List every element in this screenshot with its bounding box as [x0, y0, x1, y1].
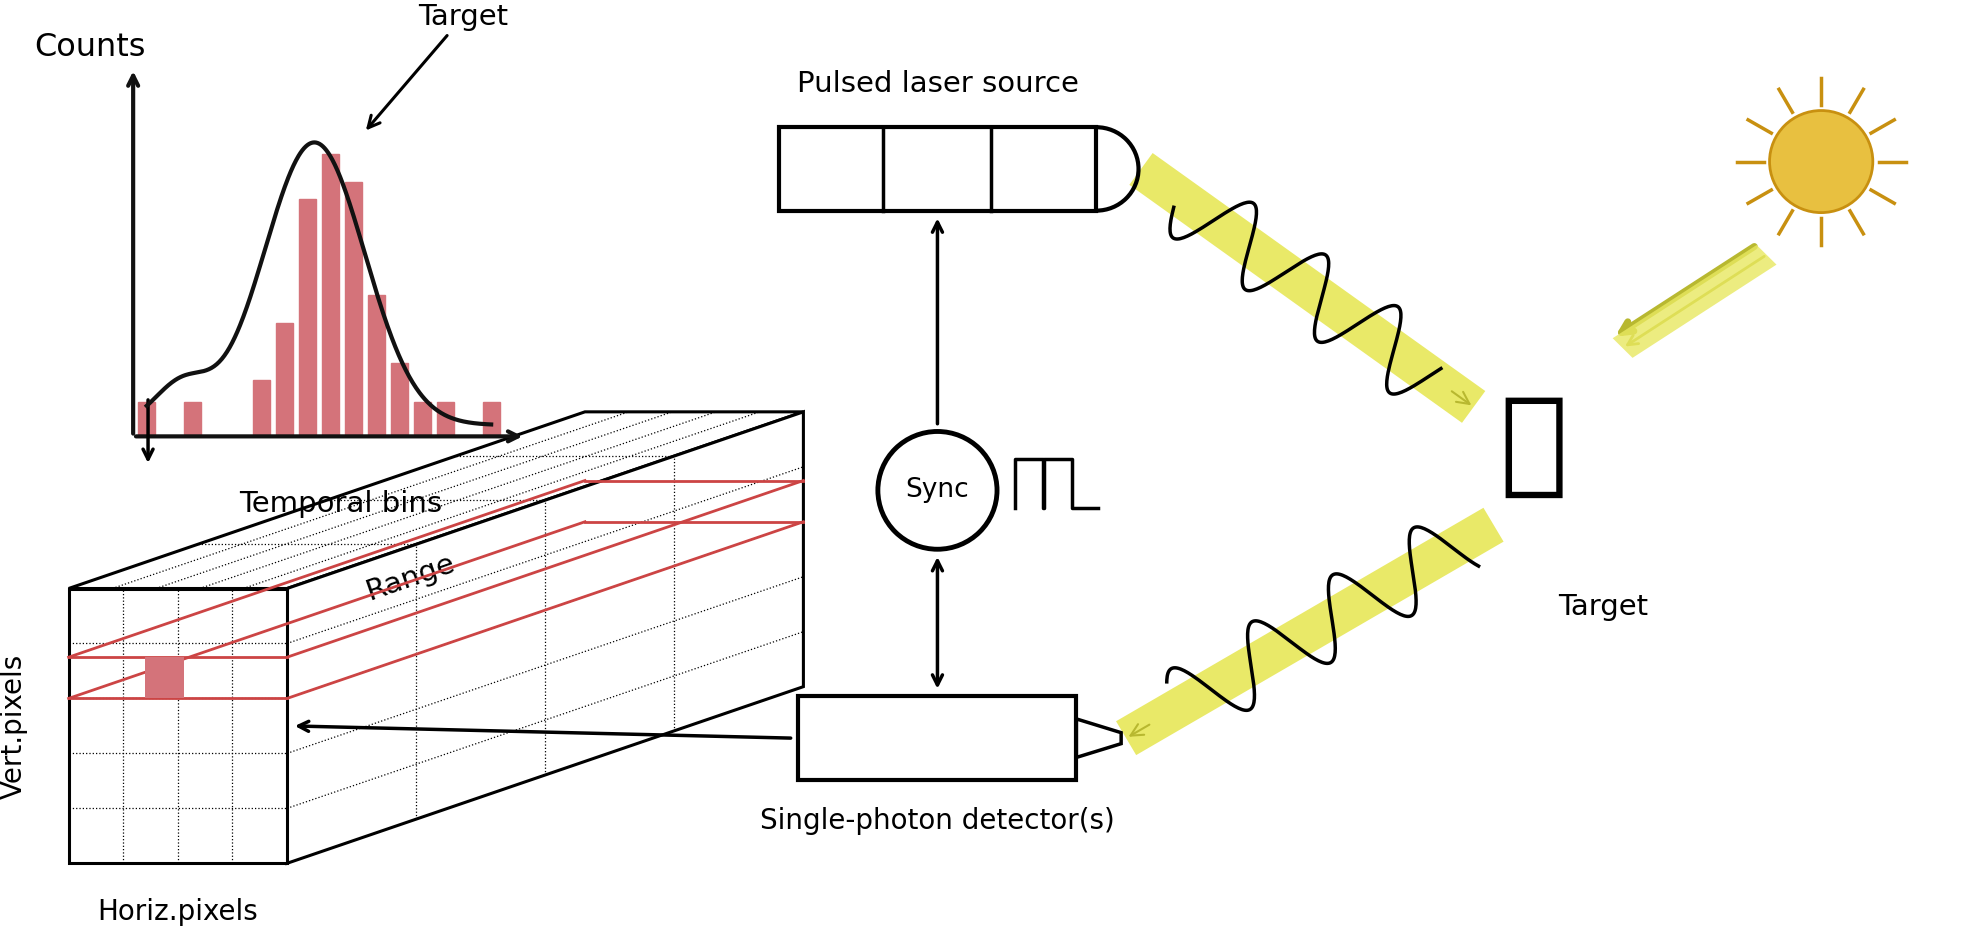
- Bar: [145, 657, 185, 698]
- Polygon shape: [286, 412, 803, 863]
- Polygon shape: [1076, 719, 1121, 758]
- Circle shape: [1769, 111, 1873, 212]
- Text: Vert.pixels: Vert.pixels: [0, 653, 28, 799]
- Text: 🌟: 🌟: [1817, 155, 1825, 169]
- Bar: [322, 154, 340, 436]
- Text: Counts: Counts: [34, 33, 145, 63]
- Bar: [252, 380, 270, 436]
- Text: Range: Range: [362, 549, 459, 606]
- Bar: [779, 128, 1095, 211]
- Text: Target: Target: [368, 3, 509, 128]
- Bar: [344, 182, 362, 436]
- Polygon shape: [1612, 245, 1777, 358]
- Bar: [414, 403, 431, 436]
- Bar: [137, 403, 155, 436]
- Text: Sync: Sync: [907, 477, 970, 503]
- Bar: [185, 403, 201, 436]
- Text: 🌷: 🌷: [1499, 391, 1567, 501]
- Bar: [368, 295, 386, 436]
- Polygon shape: [70, 412, 803, 588]
- Text: Pulsed laser source: Pulsed laser source: [797, 70, 1077, 98]
- Polygon shape: [70, 588, 286, 863]
- Bar: [392, 363, 408, 436]
- Bar: [437, 403, 453, 436]
- Bar: [298, 199, 316, 436]
- Text: Single-photon detector(s): Single-photon detector(s): [759, 807, 1115, 835]
- Bar: [276, 323, 292, 436]
- Bar: [799, 696, 1076, 780]
- Text: Target: Target: [1559, 594, 1648, 622]
- Text: Horiz.pixels: Horiz.pixels: [97, 898, 258, 925]
- Polygon shape: [1129, 153, 1485, 423]
- Bar: [483, 403, 499, 436]
- Polygon shape: [1115, 508, 1503, 755]
- Text: Temporal bins: Temporal bins: [239, 490, 441, 518]
